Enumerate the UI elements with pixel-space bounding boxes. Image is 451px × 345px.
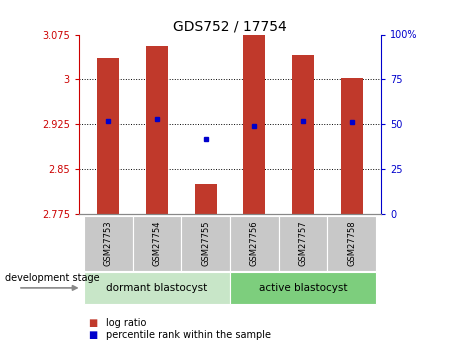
Bar (97, 58, 119, 214)
Text: percentile rank within the sample: percentile rank within the sample (106, 330, 271, 339)
Text: dormant blastocyst: dormant blastocyst (106, 283, 207, 293)
Text: ■: ■ (88, 318, 97, 327)
Bar (292, 56, 314, 214)
Text: GSM27756: GSM27756 (250, 220, 259, 266)
Text: log ratio: log ratio (106, 318, 147, 327)
Bar (195, 184, 216, 214)
Text: ■: ■ (88, 330, 97, 339)
Text: GSM27758: GSM27758 (347, 220, 356, 266)
Text: GSM27757: GSM27757 (299, 220, 308, 266)
Bar (146, 47, 168, 214)
Bar (341, 78, 363, 214)
Text: GSM27755: GSM27755 (201, 220, 210, 266)
Bar (244, 34, 265, 214)
Text: GSM27753: GSM27753 (104, 220, 113, 266)
Text: development stage: development stage (5, 273, 99, 283)
Text: active blastocyst: active blastocyst (259, 283, 347, 293)
Text: GSM27754: GSM27754 (152, 220, 161, 266)
Title: GDS752 / 17754: GDS752 / 17754 (173, 19, 287, 33)
